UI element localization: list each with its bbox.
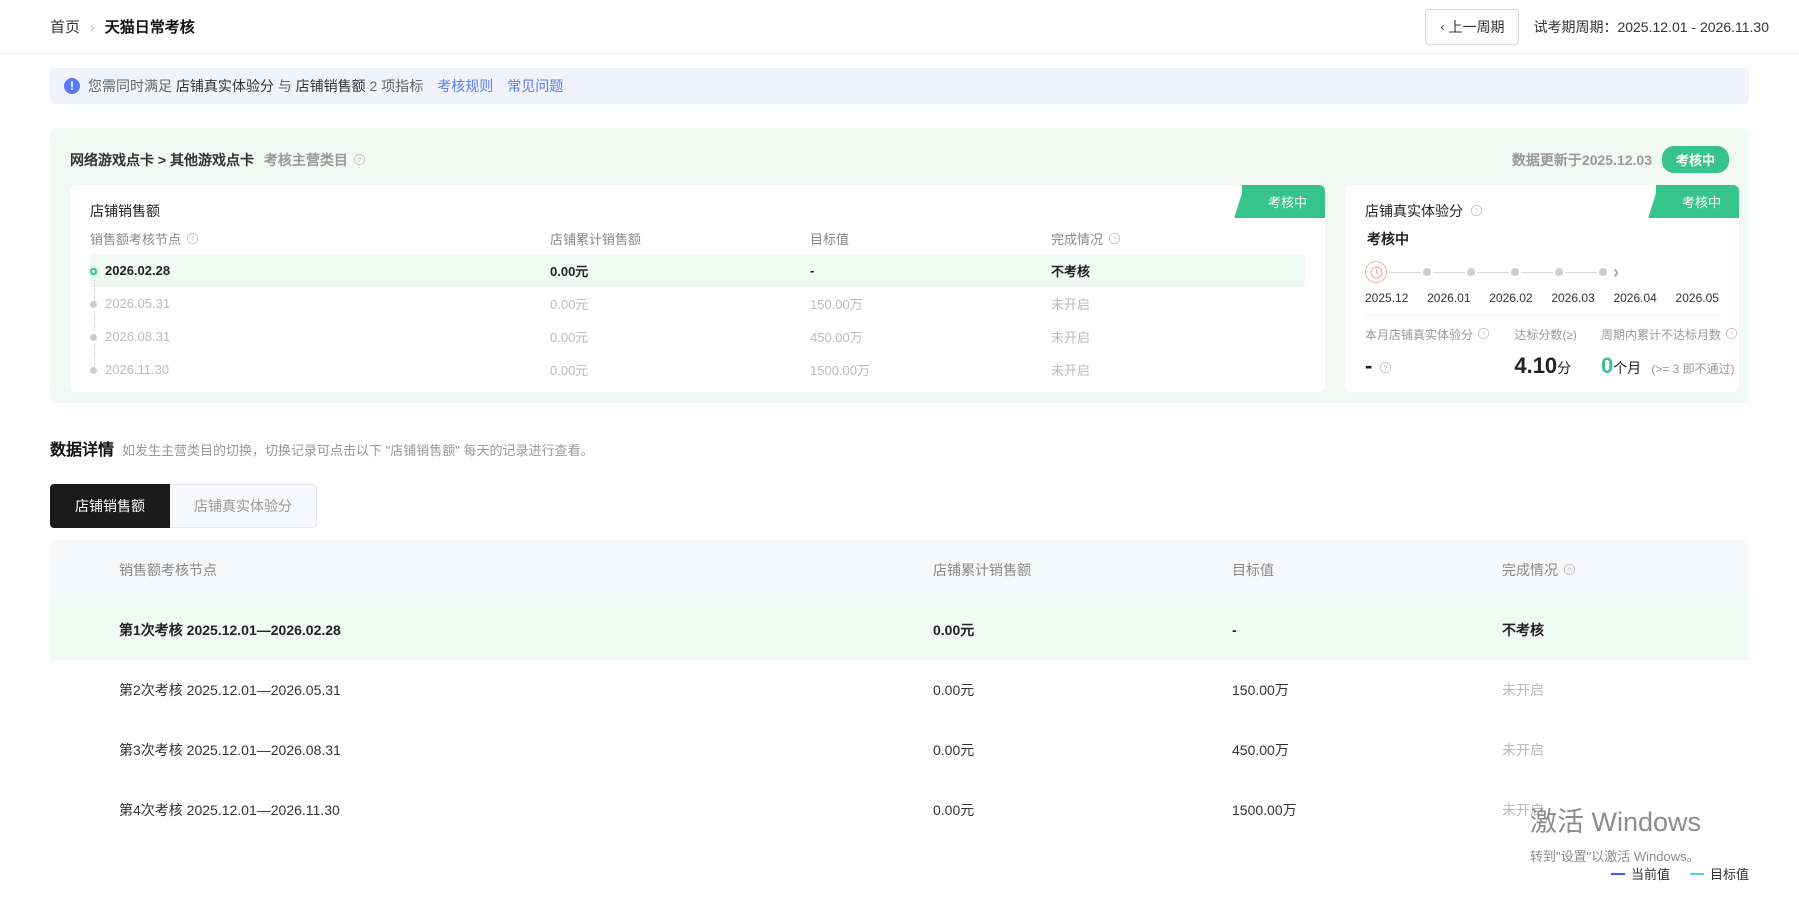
- svg-text:?: ?: [1112, 237, 1116, 243]
- svg-text:?: ?: [1475, 209, 1479, 215]
- svg-text:?: ?: [190, 237, 194, 243]
- svg-text:?: ?: [357, 157, 361, 163]
- svg-text:?: ?: [1568, 568, 1572, 574]
- svg-text:?: ?: [1384, 366, 1388, 372]
- svg-text:?: ?: [1482, 332, 1486, 338]
- svg-text:?: ?: [1730, 332, 1734, 338]
